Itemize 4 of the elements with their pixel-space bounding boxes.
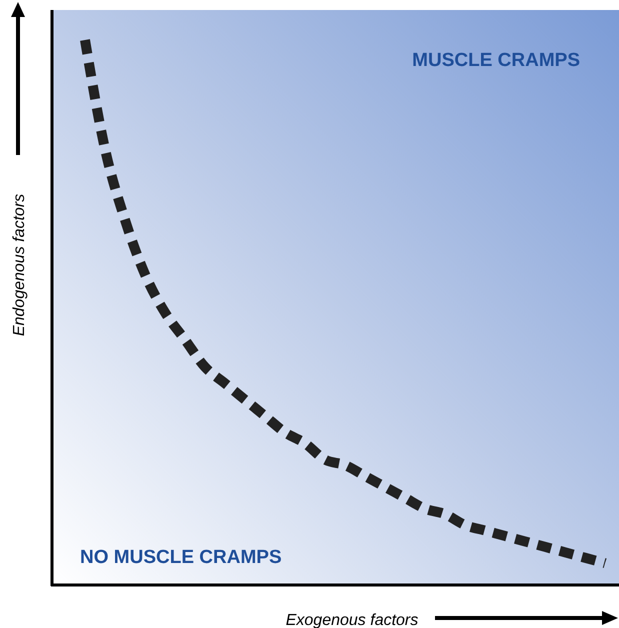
- x-axis-title: Exogenous factors: [286, 612, 418, 628]
- annotation: MUSCLE CRAMPS: [412, 50, 580, 71]
- annotation: NO MUSCLE CRAMPS: [80, 547, 282, 568]
- y-axis-title: Endogenous factors: [11, 194, 28, 336]
